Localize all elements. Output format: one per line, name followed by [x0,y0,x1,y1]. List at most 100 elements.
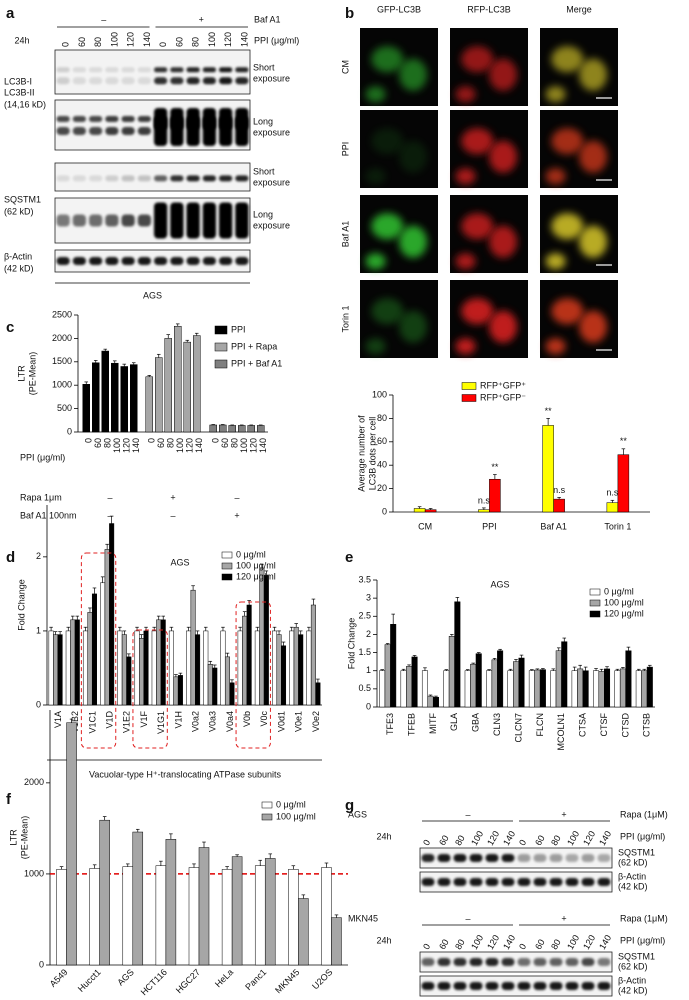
error-bar [594,668,598,671]
micrograph [360,280,438,358]
error-bar [156,615,161,620]
x-tick-label: Panc1 [243,967,268,992]
bar [448,635,455,708]
bar [513,661,519,708]
x-tick-label: HCT116 [139,967,169,997]
bar [281,645,287,706]
blot-band [72,77,86,85]
bar [48,630,54,706]
bar [486,670,493,708]
actin [54,249,251,273]
error-bar [230,679,234,683]
bar [101,350,109,433]
significance-label: ** [620,436,628,446]
exposure-label: Short [253,166,275,176]
blot-band [56,214,70,227]
y-axis-label: Fold Change [346,618,356,670]
lc3b-short [54,49,251,95]
cell [461,213,494,240]
bar [145,376,153,433]
bar [421,670,428,708]
x-tick-label: Hucct1 [76,967,103,994]
error-bar [161,615,166,620]
blot-band [170,202,184,239]
bar [186,630,192,706]
y-tick-label: 100 [372,389,387,399]
bar [598,671,605,708]
bar [641,670,648,708]
x-tick-label: CTSB [642,713,652,737]
x-tick-label: 60 [93,438,103,448]
panel-label: d [6,549,15,566]
error-bar [139,634,144,639]
dose-label: 0 [517,942,528,951]
x-tick-label: CM [418,521,432,531]
bar [132,831,144,966]
x-tick-label: V0a2 [190,711,200,732]
blot-membrane [54,197,251,244]
bar [427,695,434,708]
micrograph [360,110,438,188]
column-title: GFP-LC3B [377,4,421,14]
dose-label: 0 [61,42,71,47]
cell [399,58,428,91]
x-tick-label: V1F [139,711,149,728]
blot-membrane [419,847,613,869]
bar [400,670,407,708]
blot-band [186,175,200,182]
legend-swatch [221,562,233,570]
blot-band [469,982,483,990]
error-bar [514,659,518,662]
bar [288,869,299,966]
bar [57,634,63,706]
dose-label: 60 [437,938,451,952]
error-bar [135,828,140,833]
bar [231,856,243,966]
x-tick-label: GLA [449,713,459,731]
blot-band [170,77,184,85]
bar [160,619,166,706]
bar [582,670,589,708]
dose-label: 120 [581,933,597,951]
exposure-label: exposure [253,127,290,137]
error-bar [444,669,449,671]
y-tick-label: 1 [36,625,41,635]
blot-band [549,878,563,886]
dose-label: 60 [533,938,547,952]
bar [298,898,309,966]
blot-band [186,202,200,239]
error-bar [599,668,604,672]
blot-band [581,854,595,862]
x-tick-label: GBA [471,713,481,732]
error-bar [92,587,97,594]
y-tick-label: 2500 [52,309,72,319]
error-bar [291,865,296,870]
dose-label: 120 [581,829,597,847]
cell [461,128,494,155]
x-tick-label: 100 [175,438,185,453]
blot-band [154,257,168,265]
bar [177,675,183,706]
error-bar [75,615,80,620]
blot-band [202,116,216,146]
blot-band [121,127,135,135]
bar [315,682,321,706]
blot-band [89,67,103,73]
blot-band [170,116,184,146]
error-bar [407,664,411,667]
bar [219,424,227,433]
bar [478,509,490,513]
bar [151,630,157,706]
dose-label: 100 [469,829,485,847]
legend-swatch [261,813,273,821]
cell [489,310,518,343]
y-tick-label: 0 [382,506,387,516]
error-bar [112,360,117,364]
error-bar [412,655,417,657]
y-axis-label: Fold Change [16,579,26,631]
y-tick-label: 0 [67,426,72,436]
error-bar [83,626,88,631]
legend-label: 0 μg/ml [604,586,634,596]
blot-band [137,67,151,73]
micrograph [540,28,618,106]
